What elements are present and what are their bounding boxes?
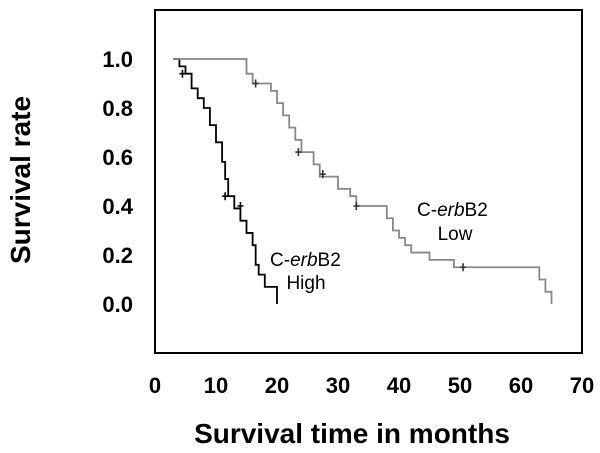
x-tick-label: 0	[149, 373, 161, 398]
annotation-high-line1: C-erbB2	[270, 250, 341, 271]
y-tick-label: 0.6	[102, 145, 133, 170]
x-tick-label: 10	[204, 373, 228, 398]
annotation-low-line1: C-erbB2	[417, 200, 488, 221]
y-tick-label: 0.2	[102, 243, 133, 268]
series-line-high	[173, 58, 278, 304]
annotation-low-suffix: B2	[465, 200, 488, 221]
x-tick-label: 20	[265, 373, 289, 398]
censor-mark	[222, 192, 229, 201]
censor-mark	[353, 202, 360, 210]
annotation-low-line2: Low	[438, 224, 473, 245]
series-layer	[173, 58, 553, 304]
censor-mark	[179, 69, 186, 78]
censor-marks	[179, 69, 467, 272]
annotation-low-prefix: C-	[417, 200, 437, 221]
y-tick-label: 0.0	[102, 292, 133, 317]
censor-mark	[295, 148, 302, 157]
x-tick-label: 40	[387, 373, 411, 398]
censor-mark	[460, 263, 467, 272]
censor-mark	[237, 202, 244, 210]
x-tick-label: 30	[326, 373, 350, 398]
censor-mark	[252, 79, 259, 88]
annotation-high-prefix: C-	[270, 250, 290, 271]
y-tick-label: 0.8	[102, 96, 133, 121]
annotation-high-line2: High	[286, 273, 325, 294]
x-tick-label: 50	[448, 373, 472, 398]
series-line-low	[173, 58, 553, 304]
x-axis-title: Survival time in months	[194, 418, 510, 449]
x-tick-labels: 0 10 20 30 40 50 60 70	[149, 373, 594, 398]
y-tick-label: 1.0	[102, 47, 133, 72]
annotation-high-italic: erb	[290, 250, 317, 271]
y-tick-label: 0.4	[102, 194, 133, 219]
x-tick-label: 60	[509, 373, 533, 398]
plot-frame	[154, 9, 583, 354]
annotation-low-italic: erb	[437, 200, 464, 221]
x-tick-label: 70	[570, 373, 594, 398]
annotation-high-suffix: B2	[318, 250, 341, 271]
censor-mark	[319, 170, 326, 179]
y-tick-labels: 0.0 0.2 0.4 0.6 0.8 1.0	[102, 47, 133, 317]
y-axis-title: Survival rate	[5, 96, 36, 264]
